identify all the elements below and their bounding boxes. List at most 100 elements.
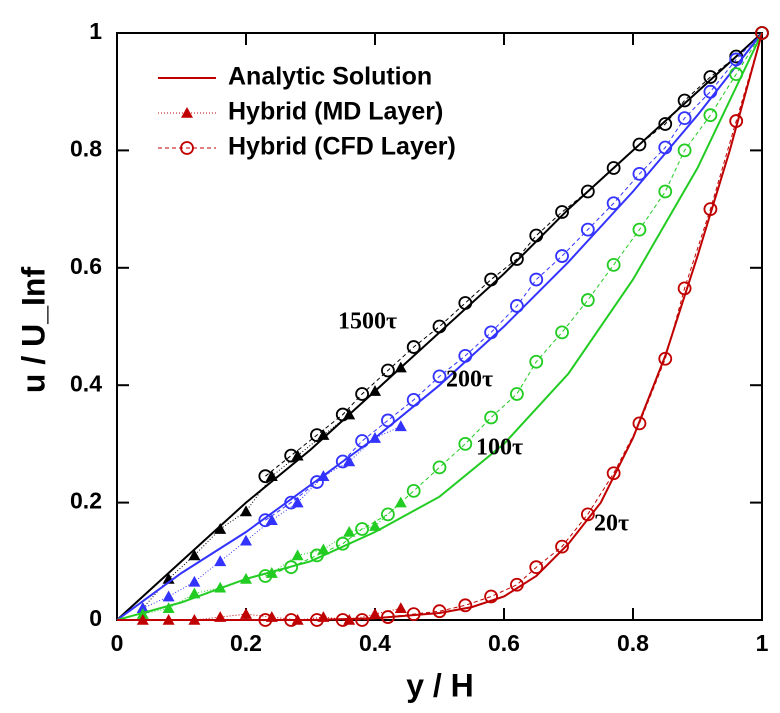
legend-label: Analytic Solution [228,63,432,91]
cfd-line [265,32,763,577]
cfd-marker [658,140,673,155]
cfd-marker [632,137,647,152]
y-tick-label: 0 [89,605,102,631]
md-marker [369,520,381,531]
md-marker [188,549,201,561]
cfd-marker [310,428,324,442]
cfd-marker [258,613,273,627]
cfd-marker [355,387,370,401]
md-marker [214,581,227,593]
cfd-marker [458,436,473,451]
y-tick-label: 0.8 [70,135,102,161]
md-marker [214,611,227,622]
x-axis-title: y / H [406,667,474,703]
cfd-marker [658,351,673,366]
cfd-marker [310,475,324,489]
x-tick-label: 0.2 [230,630,262,656]
md-marker [369,385,381,396]
md-marker [188,575,201,587]
cfd-marker [458,296,473,310]
cfd-marker [555,205,569,219]
md-marker [291,549,304,561]
cfd-marker [658,184,673,199]
cfd-marker [510,252,524,266]
md-marker [136,602,149,614]
md-marker [394,420,407,432]
curve-label: 1500τ [338,309,397,335]
analytic-line [116,32,763,621]
legend-marker [180,141,194,155]
cfd-marker [258,469,273,484]
cfd-line [265,32,763,521]
cfd-marker [484,410,499,425]
cfd-marker [432,460,447,475]
cfd-marker [355,522,370,536]
cfd-marker [529,228,544,243]
cfd-marker [677,93,692,108]
x-tick-label: 0.6 [488,630,520,656]
md-marker [369,608,381,619]
legend-label: Hybrid (CFD Layer) [228,133,456,161]
cfd-marker [755,26,769,40]
cfd-marker [355,434,370,448]
cfd-marker [606,196,621,211]
cfd-marker [258,513,273,528]
md-marker [240,505,252,517]
md-marker [162,590,175,602]
cfd-marker [580,222,595,237]
cfd-marker [529,560,544,575]
x-tick-label: 0.8 [617,630,649,656]
cfd-marker [729,52,744,67]
y-tick-label: 0.6 [70,253,102,279]
curve-label: 200τ [446,367,493,393]
cfd-marker [729,114,744,128]
md-marker [136,608,149,619]
cfd-marker [406,607,421,622]
analytic-line [116,32,763,621]
cfd-marker [677,143,692,158]
cfd-marker [632,416,647,431]
md-marker [240,572,252,584]
cfd-marker [484,589,499,604]
cfd-marker [510,577,524,592]
cfd-marker [632,166,647,181]
md-marker [265,611,278,622]
md-marker [214,523,227,534]
md-marker [394,496,407,508]
md-marker [317,611,330,622]
cfd-marker [677,111,692,126]
md-marker [369,432,381,443]
md-marker [265,567,278,578]
cfd-marker [555,325,569,340]
cfd-marker [335,407,350,422]
cfd-marker [406,340,421,354]
md-marker [394,361,407,373]
curve-label: 100τ [476,435,523,461]
cfd-marker [677,281,692,296]
x-tick-label: 1 [756,630,769,656]
cfd-marker [529,354,544,369]
cfd-marker [510,387,524,401]
cfd-marker [284,495,299,510]
cfd-marker [703,108,718,123]
cfd-marker [703,70,718,84]
md-marker [240,534,252,546]
cfd-marker [703,202,718,217]
cfd-marker [632,222,647,237]
cfd-marker [703,84,718,99]
cfd-marker [555,539,569,554]
cfd-marker [335,613,350,627]
md-line [142,502,402,615]
cfd-marker [580,184,595,199]
md-marker [136,614,149,625]
cfd-marker [458,348,473,363]
plot-frame [116,32,763,621]
md-marker [394,602,407,614]
y-axis-title: u / U_Inf [15,267,51,394]
cfd-marker [484,325,499,340]
cfd-marker [510,299,524,313]
cfd-line [265,32,763,477]
x-tick-label: 0.4 [359,630,391,656]
cfd-marker [580,507,595,522]
